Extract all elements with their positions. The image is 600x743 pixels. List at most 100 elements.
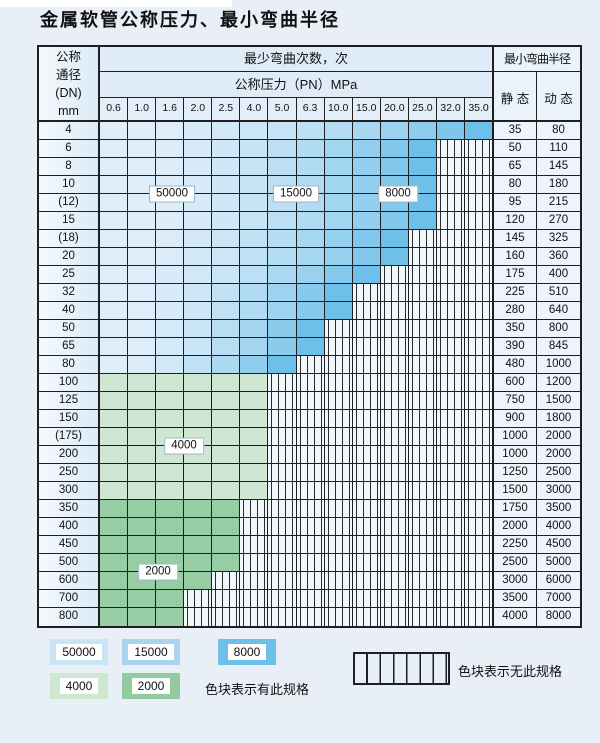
no-spec-cell	[296, 536, 325, 553]
spec-cell	[380, 122, 409, 139]
spec-cell	[128, 302, 157, 319]
spec-cell	[212, 176, 241, 193]
no-spec-cell	[352, 608, 381, 626]
no-spec-cell	[436, 176, 466, 193]
spec-cell	[240, 464, 269, 481]
table-row-dn-(18): (18) 145 325	[39, 230, 580, 248]
no-spec-cell	[324, 500, 353, 517]
no-spec-cell	[436, 410, 466, 427]
spec-cell	[156, 158, 185, 175]
spec-cell	[156, 266, 185, 283]
cycle-count-label: 50000	[149, 185, 195, 203]
no-spec-cell	[465, 590, 493, 607]
no-spec-cell	[436, 446, 466, 463]
pressure-band	[100, 338, 494, 355]
spec-cell	[184, 554, 213, 571]
spec-cell	[156, 356, 185, 373]
spec-cell	[128, 428, 157, 445]
legend-swatch-value: 2000	[131, 678, 171, 694]
spec-cell	[240, 230, 269, 247]
spec-cell	[128, 230, 157, 247]
no-spec-cell	[408, 266, 437, 283]
no-spec-cell	[408, 608, 437, 626]
static-value-cell: 65	[494, 158, 537, 175]
spec-cell	[268, 320, 297, 337]
pressure-band	[100, 608, 494, 626]
spec-cell	[128, 320, 157, 337]
no-spec-cell	[408, 518, 437, 535]
static-value-cell: 3500	[494, 590, 537, 607]
legend-swatch-value: 50000	[56, 644, 102, 660]
no-spec-cell	[352, 302, 381, 319]
spec-cell	[324, 266, 353, 283]
no-spec-cell	[465, 572, 493, 589]
spec-cell	[352, 176, 381, 193]
spec-cell	[128, 212, 157, 229]
no-spec-cell	[352, 536, 381, 553]
spec-cell	[100, 482, 129, 499]
static-value-cell: 390	[494, 338, 537, 355]
static-value-cell: 175	[494, 266, 537, 283]
spec-cell	[212, 212, 241, 229]
table-row-dn-125: 125 750 1500	[39, 392, 580, 410]
pressure-col-header: 1.0	[128, 98, 157, 120]
radius-header-group: 最小弯曲半径 静 态 动 态	[494, 47, 580, 122]
no-spec-cell	[380, 554, 409, 571]
spec-cell	[156, 374, 185, 391]
pressure-band	[100, 482, 494, 499]
pressure-col-header: 4.0	[240, 98, 269, 120]
no-spec-cell	[240, 608, 269, 626]
table-row-dn-700: 700 3500 7000	[39, 590, 580, 608]
spec-cell	[324, 194, 353, 211]
static-value-cell: 1750	[494, 500, 537, 517]
pressure-col-header: 10.0	[325, 98, 353, 120]
dn-cell: 200	[39, 446, 100, 463]
no-spec-cell	[296, 482, 325, 499]
no-spec-cell	[380, 536, 409, 553]
no-spec-cell	[380, 446, 409, 463]
no-spec-cell	[408, 500, 437, 517]
no-spec-cell	[212, 608, 241, 626]
spec-cell	[100, 212, 129, 229]
dynamic-value-cell: 3500	[537, 500, 580, 517]
no-spec-cell	[436, 374, 466, 391]
spec-cell	[296, 284, 325, 301]
dynamic-value-cell: 215	[537, 194, 580, 211]
dynamic-value-cell: 8000	[537, 608, 580, 626]
dynamic-value-cell: 640	[537, 302, 580, 319]
no-spec-cell	[240, 536, 269, 553]
table-row-dn-200: 200 1000 2000	[39, 446, 580, 464]
spec-cell	[268, 284, 297, 301]
no-spec-cell	[380, 410, 409, 427]
no-spec-cell	[408, 248, 437, 265]
no-spec-cell	[268, 482, 297, 499]
spec-cell	[212, 482, 241, 499]
no-spec-cell	[324, 320, 353, 337]
pressure-band	[100, 428, 494, 445]
no-spec-cell	[380, 356, 409, 373]
spec-cell	[240, 140, 269, 157]
no-spec-cell	[352, 500, 381, 517]
no-spec-cell	[352, 590, 381, 607]
no-spec-cell	[436, 590, 466, 607]
pressure-col-header: 0.6	[100, 98, 129, 120]
no-spec-cell	[408, 554, 437, 571]
dynamic-value-cell: 4000	[537, 518, 580, 535]
spec-cell	[184, 320, 213, 337]
no-spec-cell	[436, 302, 466, 319]
no-spec-cell	[408, 410, 437, 427]
no-spec-cell	[268, 518, 297, 535]
spec-cell	[100, 608, 129, 626]
min-bend-cycles-header: 最少弯曲次数，次	[100, 47, 492, 72]
spec-cell	[296, 140, 325, 157]
no-spec-cell	[296, 464, 325, 481]
spec-cell	[324, 230, 353, 247]
legend-swatch-value: 8000	[227, 644, 267, 660]
spec-cell	[240, 320, 269, 337]
no-spec-cell	[436, 248, 466, 265]
spec-cell	[128, 158, 157, 175]
pressure-band	[100, 374, 494, 391]
static-value-cell: 1000	[494, 428, 537, 445]
no-spec-cell	[296, 554, 325, 571]
table-row-dn-25: 25 175 400	[39, 266, 580, 284]
